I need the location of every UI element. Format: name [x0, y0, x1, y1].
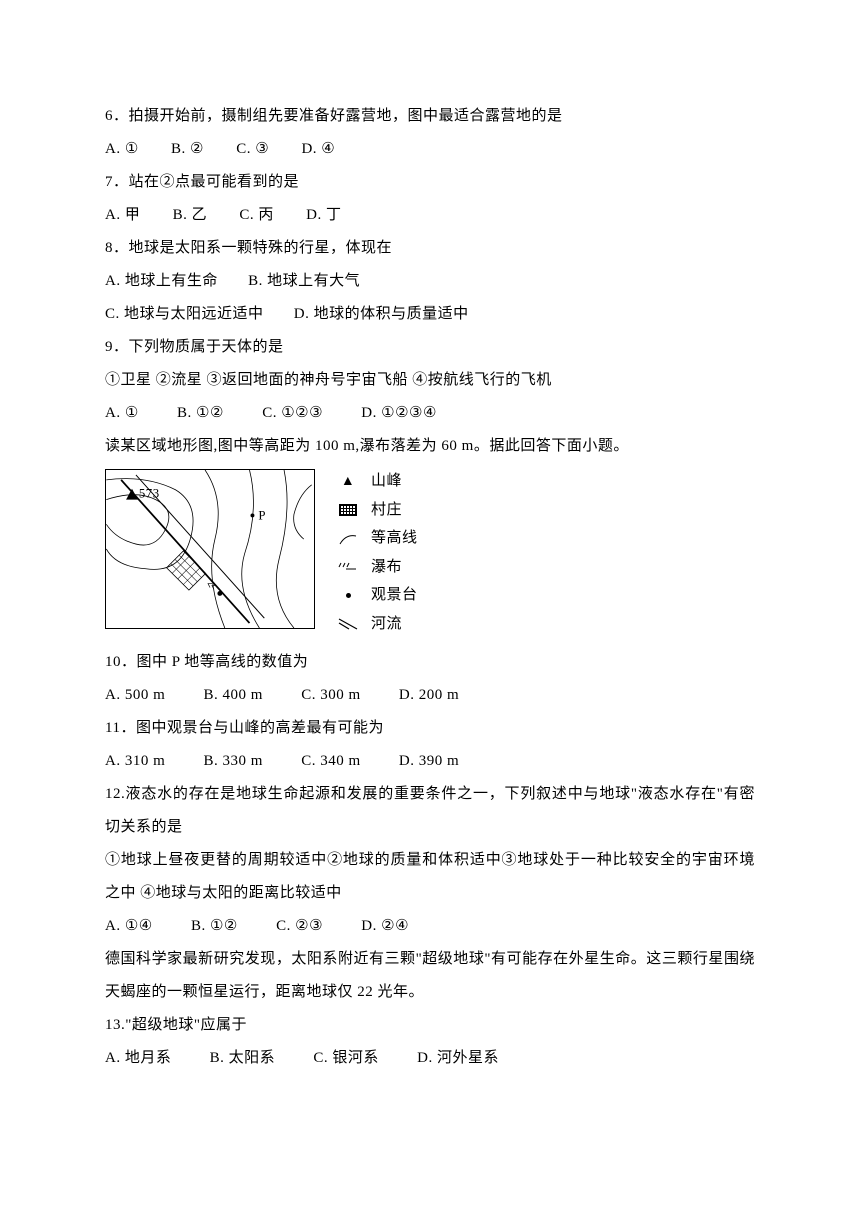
q8-options-ab: A. 地球上有生命 B. 地球上有大气: [105, 265, 755, 298]
q10-opt-a: A. 500 m: [105, 687, 165, 703]
terrain-map: 573 P: [105, 469, 315, 629]
q8-opt-a: A. 地球上有生命: [105, 273, 218, 289]
legend-waterfall-label: 瀑布: [371, 555, 402, 581]
q10-opt-c: C. 300 m: [301, 687, 360, 703]
q7-opt-b: B. 乙: [173, 207, 208, 223]
q11-opt-b: B. 330 m: [204, 753, 263, 769]
peak-label: 573: [139, 487, 160, 501]
q10-options: A. 500 m B. 400 m C. 300 m D. 200 m: [105, 679, 755, 712]
q13-stem: 13."超级地球"应属于: [105, 1009, 755, 1042]
river-icon: [335, 617, 361, 631]
q8-stem: 8．地球是太阳系一颗特殊的行星，体现在: [105, 232, 755, 265]
q12-items: ①地球上昼夜更替的周期较适中②地球的质量和体积适中③地球处于一种比较安全的宇宙环…: [105, 844, 755, 910]
q10-stem: 10．图中 P 地等高线的数值为: [105, 646, 755, 679]
q7-opt-c: C. 丙: [239, 207, 274, 223]
q13-opt-b: B. 太阳系: [210, 1050, 276, 1066]
q6-options: A. ① B. ② C. ③ D. ④: [105, 133, 755, 166]
legend-peak-label: 山峰: [371, 469, 402, 495]
legend-contour: 等高线: [335, 526, 418, 552]
map-legend: ▲ 山峰 村庄 等高线 瀑布 观景台 河流: [335, 469, 418, 640]
q13-opt-c: C. 银河系: [313, 1050, 379, 1066]
q8-opt-b: B. 地球上有大气: [248, 273, 360, 289]
map-svg: 573 P: [106, 470, 314, 628]
legend-contour-label: 等高线: [371, 526, 418, 552]
q12-opt-c: C. ②③: [276, 918, 323, 934]
legend-village-label: 村庄: [371, 498, 402, 524]
q7-opt-a: A. 甲: [105, 207, 140, 223]
q8-opt-d: D. 地球的体积与质量适中: [294, 306, 469, 322]
q6-opt-a: A. ①: [105, 141, 139, 157]
q11-opt-a: A. 310 m: [105, 753, 165, 769]
q12-options: A. ①④ B. ①② C. ②③ D. ②④: [105, 910, 755, 943]
passage1: 读某区域地形图,图中等高距为 100 m,瀑布落差为 60 m。据此回答下面小题…: [105, 430, 755, 463]
q11-opt-c: C. 340 m: [301, 753, 360, 769]
q10-opt-b: B. 400 m: [204, 687, 263, 703]
q12-opt-b: B. ①②: [191, 918, 238, 934]
viewpoint-icon: [335, 593, 361, 598]
q11-stem: 11．图中观景台与山峰的高差最有可能为: [105, 712, 755, 745]
legend-peak: ▲ 山峰: [335, 469, 418, 495]
waterfall-icon: [335, 560, 361, 574]
contour-icon: [335, 532, 361, 546]
q8-options-cd: C. 地球与太阳远近适中 D. 地球的体积与质量适中: [105, 298, 755, 331]
q13-opt-a: A. 地月系: [105, 1050, 171, 1066]
legend-river-label: 河流: [371, 612, 402, 638]
q6-opt-d: D. ④: [301, 141, 335, 157]
q7-stem: 7．站在②点最可能看到的是: [105, 166, 755, 199]
legend-river: 河流: [335, 612, 418, 638]
q9-opt-b: B. ①②: [177, 405, 224, 421]
peak-icon: ▲: [335, 470, 361, 494]
q7-opt-d: D. 丁: [306, 207, 341, 223]
p-label: P: [258, 508, 266, 522]
q9-opt-d: D. ①②③④: [361, 405, 437, 421]
passage2: 德国科学家最新研究发现，太阳系附近有三颗"超级地球"有可能存在外星生命。这三颗行…: [105, 943, 755, 1009]
q12-opt-a: A. ①④: [105, 918, 153, 934]
q9-stem: 9．下列物质属于天体的是: [105, 331, 755, 364]
village-icon: [335, 504, 361, 516]
q10-opt-d: D. 200 m: [399, 687, 459, 703]
q12-opt-d: D. ②④: [361, 918, 409, 934]
q6-stem: 6．拍摄开始前，摄制组先要准备好露营地，图中最适合露营地的是: [105, 100, 755, 133]
q11-options: A. 310 m B. 330 m C. 340 m D. 390 m: [105, 745, 755, 778]
q9-opt-c: C. ①②③: [262, 405, 323, 421]
q9-opt-a: A. ①: [105, 405, 139, 421]
q13-opt-d: D. 河外星系: [417, 1050, 499, 1066]
legend-viewpoint: 观景台: [335, 583, 418, 609]
q8-opt-c: C. 地球与太阳远近适中: [105, 306, 264, 322]
terrain-figure: 573 P ▲ 山峰 村庄 等高线: [105, 469, 755, 640]
legend-village: 村庄: [335, 498, 418, 524]
q7-options: A. 甲 B. 乙 C. 丙 D. 丁: [105, 199, 755, 232]
legend-waterfall: 瀑布: [335, 555, 418, 581]
q13-options: A. 地月系 B. 太阳系 C. 银河系 D. 河外星系: [105, 1042, 755, 1075]
legend-viewpoint-label: 观景台: [371, 583, 418, 609]
q9-items: ①卫星 ②流星 ③返回地面的神舟号宇宙飞船 ④按航线飞行的飞机: [105, 364, 755, 397]
q12-stem: 12.液态水的存在是地球生命起源和发展的重要条件之一，下列叙述中与地球"液态水存…: [105, 778, 755, 844]
q6-opt-b: B. ②: [171, 141, 204, 157]
q11-opt-d: D. 390 m: [399, 753, 459, 769]
q9-options: A. ① B. ①② C. ①②③ D. ①②③④: [105, 397, 755, 430]
q6-opt-c: C. ③: [236, 141, 269, 157]
